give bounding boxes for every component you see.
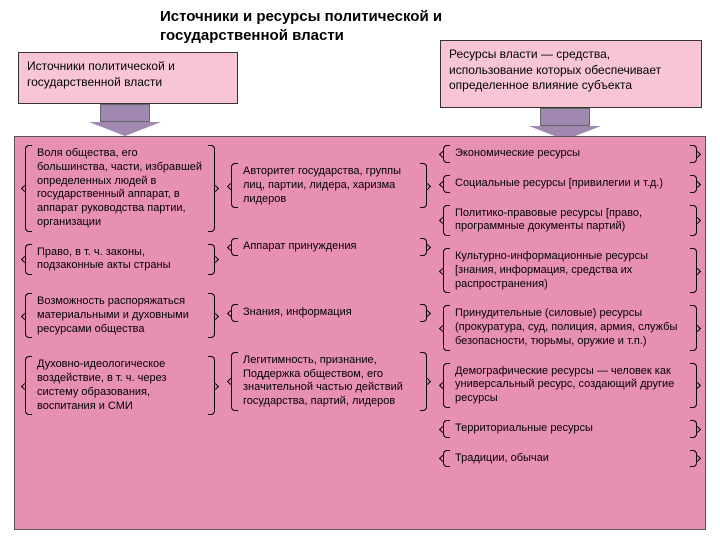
main-panel: Воля общества, его большинства, части, и… — [14, 136, 706, 530]
item-text: Легитимность, признание, Поддержка общес… — [243, 354, 403, 407]
list-item: Право, в т. ч. законы, подзаконные акты … — [23, 242, 217, 278]
item-text: Традиции, обычаи — [455, 452, 549, 464]
list-item: Культурно-информационные ресурсы [знания… — [441, 246, 699, 295]
list-item: Принудительные (силовые) ресурсы (прокур… — [441, 303, 699, 352]
list-item: Воля общества, его большинства, части, и… — [23, 143, 217, 234]
item-text: Возможность распоряжаться материальными … — [37, 295, 189, 335]
item-text: Политико-правовые ресурсы [право, програ… — [455, 207, 642, 233]
item-text: Знания, информация — [243, 306, 352, 318]
item-text: Социальные ресурсы [привилегии и т.д.) — [455, 177, 663, 189]
list-item: Политико-правовые ресурсы [право, програ… — [441, 203, 699, 239]
list-item: Духовно-идеологическое воздействие, в т.… — [23, 354, 217, 417]
item-text: Территориальные ресурсы — [455, 422, 593, 434]
list-item: Возможность распоряжаться материальными … — [23, 291, 217, 340]
column-sources-right: Авторитет государства, группы лиц, парти… — [229, 143, 429, 525]
column-sources-left: Воля общества, его большинства, части, и… — [23, 143, 217, 525]
list-item: Легитимность, признание, Поддержка общес… — [229, 350, 429, 413]
list-item: Территориальные ресурсы — [441, 418, 699, 440]
item-text: Демографические ресурсы — человек как ун… — [455, 365, 674, 405]
list-item: Демографические ресурсы — человек как ун… — [441, 361, 699, 410]
list-item: Знания, информация — [229, 302, 429, 324]
item-text: Духовно-идеологическое воздействие, в т.… — [37, 358, 167, 411]
item-text: Воля общества, его большинства, части, и… — [37, 147, 202, 228]
arrow-right-stub — [540, 108, 590, 126]
arrow-left-stub — [100, 104, 150, 122]
list-item: Аппарат принуждения — [229, 236, 429, 258]
list-item: Экономические ресурсы — [441, 143, 699, 165]
item-text: Экономические ресурсы — [455, 147, 580, 159]
list-item: Авторитет государства, группы лиц, парти… — [229, 161, 429, 210]
header-right-box: Ресурсы власти — средства, использование… — [440, 40, 702, 108]
list-item: Социальные ресурсы [привилегии и т.д.) — [441, 173, 699, 195]
arrow-left-tip — [89, 122, 161, 136]
header-left-box: Источники политической и государственной… — [18, 52, 238, 104]
item-text: Принудительные (силовые) ресурсы (прокур… — [455, 307, 677, 347]
item-text: Аппарат принуждения — [243, 240, 356, 252]
item-text: Культурно-информационные ресурсы [знания… — [455, 250, 648, 290]
column-resources: Экономические ресурсы Социальные ресурсы… — [441, 143, 699, 525]
list-item: Традиции, обычаи — [441, 448, 699, 470]
item-text: Право, в т. ч. законы, подзаконные акты … — [37, 246, 171, 272]
item-text: Авторитет государства, группы лиц, парти… — [243, 165, 401, 205]
